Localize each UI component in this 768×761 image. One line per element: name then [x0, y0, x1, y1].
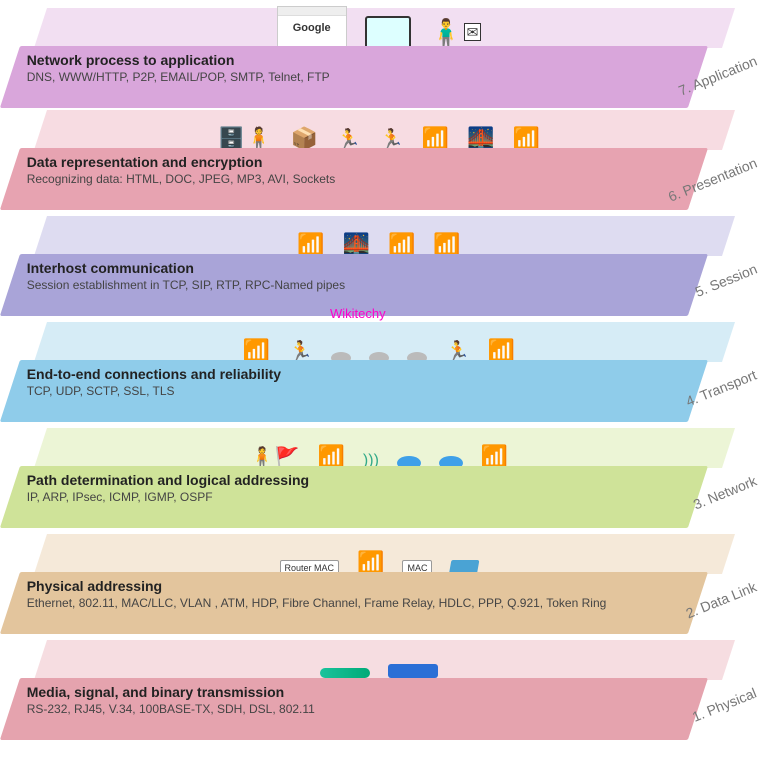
- layer-title: Interhost communication: [27, 260, 689, 276]
- layer-front-face: Physical addressing Ethernet, 802.11, MAC…: [0, 572, 708, 634]
- layer-front-face: End-to-end connections and reliability TC…: [0, 360, 708, 422]
- layer-description: TCP, UDP, SCTP, SSL, TLS: [27, 384, 689, 399]
- layer-presentation: 🗄️🧍📦🏃🏃📶🌉📶 Data representation and encrypt…: [20, 110, 748, 214]
- layer-description: DNS, WWW/HTTP, P2P, EMAIL/POP, SMTP, Tel…: [27, 70, 689, 85]
- ethernet-cable-icon: [388, 664, 438, 678]
- google-browser-icon: Google: [277, 6, 347, 50]
- layer-icons-row: 🗄️🧍📦🏃🏃📶🌉📶: [100, 112, 658, 152]
- layer-front-face: Media, signal, and binary transmission RS…: [0, 678, 708, 740]
- layer-title: Data representation and encryption: [27, 154, 689, 170]
- layer-icons-row: Google🧍‍♂️✉: [100, 10, 658, 50]
- layer-icons-row: 📶🌉📶📶: [100, 218, 658, 258]
- layer-front-face: Interhost communication Session establish…: [0, 254, 708, 316]
- layer-session: 📶🌉📶📶 Interhost communication Session estab…: [20, 216, 748, 320]
- layer-icons-row: Router MAC📶MAC: [100, 536, 658, 576]
- layer-front-face: Network process to application DNS, WWW/H…: [0, 46, 708, 108]
- layer-physical: Media, signal, and binary transmission RS…: [20, 640, 748, 744]
- layer-data-link: Router MAC📶MAC Physical addressing Etherne…: [20, 534, 748, 638]
- layer-description: Recognizing data: HTML, DOC, JPEG, MP3, …: [27, 172, 689, 187]
- layer-application: Google🧍‍♂️✉ Network process to applicatio…: [20, 8, 748, 108]
- layer-icons-row: [100, 642, 658, 682]
- layer-title: Path determination and logical addressin…: [27, 472, 689, 488]
- layer-title: Media, signal, and binary transmission: [27, 684, 689, 700]
- layer-front-face: Data representation and encryption Recogn…: [0, 148, 708, 210]
- computer-monitor-icon: [365, 16, 411, 50]
- layer-title: Physical addressing: [27, 578, 689, 594]
- layer-icons-row: 📶🏃🏃📶: [100, 324, 658, 364]
- layer-icons-row: 🧍🚩📶)))📶: [100, 430, 658, 470]
- layer-title: End-to-end connections and reliability: [27, 366, 689, 382]
- layer-description: Session establishment in TCP, SIP, RTP, …: [27, 278, 689, 293]
- osi-layer-stack: Google🧍‍♂️✉Network process to applicatio…: [0, 0, 768, 744]
- layer-title: Network process to application: [27, 52, 689, 68]
- layer-description: Ethernet, 802.11, MAC/LLC, VLAN , ATM, H…: [27, 596, 689, 611]
- layer-network: 🧍🚩📶)))📶 Path determination and logical ad…: [20, 428, 748, 532]
- layer-description: IP, ARP, IPsec, ICMP, IGMP, OSPF: [27, 490, 689, 505]
- layer-transport: 📶🏃🏃📶 End-to-end connections and reliabili…: [20, 322, 748, 426]
- layer-front-face: Path determination and logical addressin…: [0, 466, 708, 528]
- layer-description: RS-232, RJ45, V.34, 100BASE-TX, SDH, DSL…: [27, 702, 689, 717]
- fiber-connector-icon: [320, 668, 370, 678]
